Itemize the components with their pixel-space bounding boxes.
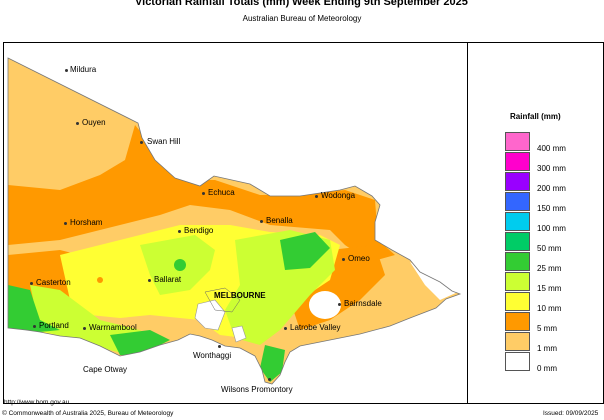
town-bendigo: Bendigo (184, 226, 214, 235)
map-title: Victorian Rainfall Totals (mm) Week Endi… (0, 0, 604, 10)
legend-label: 300 mm (537, 164, 566, 173)
omeo-dot (342, 258, 345, 261)
portland-dot (33, 325, 36, 328)
legend-item: 100 mm (505, 212, 575, 233)
wonthaggi-dot (218, 345, 221, 348)
town-cape-otway: Cape Otway (83, 365, 128, 374)
title-right: Week Ending 9th September 2025 (292, 0, 468, 8)
town-wodonga: Wodonga (321, 191, 356, 200)
legend-swatch (505, 172, 530, 191)
town-warrnambool: Warrnambool (89, 323, 137, 332)
ballarat-dot (148, 279, 151, 282)
town-wilsons-promontory: Wilsons Promontory (221, 385, 293, 394)
town-melbourne: MELBOURNE (214, 291, 266, 300)
legend-label: 200 mm (537, 184, 566, 193)
ouyen-dot (76, 122, 79, 125)
legend-item: 5 mm (505, 312, 575, 333)
legend-item: 15 mm (505, 272, 575, 293)
legend-swatch (505, 212, 530, 231)
town-wonthaggi: Wonthaggi (193, 351, 232, 360)
town-omeo: Omeo (348, 254, 370, 263)
mildura-dot (65, 69, 68, 72)
legend-swatch (505, 192, 530, 211)
town-ballarat: Ballarat (154, 275, 182, 284)
town-horsham: Horsham (70, 218, 103, 227)
legend-label: 100 mm (537, 224, 566, 233)
legend-item: 10 mm (505, 292, 575, 313)
map-subtitle: Australian Bureau of Meteorology (242, 14, 362, 23)
legend-divider (467, 42, 468, 404)
legend-item: 1 mm (505, 332, 575, 353)
legend-swatch (505, 232, 530, 251)
warrnambool-dot (83, 327, 86, 330)
legend-swatch (505, 152, 530, 171)
town-casterton: Casterton (36, 278, 71, 287)
title-left: Victorian Rainfall Totals (mm) (135, 0, 290, 8)
bairnsdale-dot (338, 303, 341, 306)
legend-label: 50 mm (537, 244, 562, 253)
town-benalla: Benalla (266, 216, 293, 225)
legend-item: 400 mm (505, 132, 575, 153)
legend-swatch (505, 352, 530, 371)
legend-label: 150 mm (537, 204, 566, 213)
town-echuca: Echuca (208, 188, 235, 197)
legend-swatch (505, 272, 530, 291)
legend-swatch (505, 292, 530, 311)
town-latrobe-valley: Latrobe Valley (290, 323, 341, 332)
legend-label: 5 mm (537, 324, 557, 333)
latrobe-valley-dot (284, 327, 287, 330)
swan-hill-dot (140, 141, 143, 144)
legend-swatch (505, 132, 530, 151)
town-portland: Portland (39, 321, 69, 330)
legend-item: 200 mm (505, 172, 575, 193)
legend-swatch (505, 312, 530, 331)
legend-item: 150 mm (505, 192, 575, 213)
legend-label: 400 mm (537, 144, 566, 153)
footer-copyright: © Commonwealth of Australia 2025, Bureau… (2, 410, 174, 417)
legend-item: 300 mm (505, 152, 575, 173)
footer-issued: Issued: 09/09/2025 (543, 410, 599, 417)
echuca-dot (202, 192, 205, 195)
benalla-dot (260, 220, 263, 223)
casterton-dot (30, 282, 33, 285)
horsham-dot (64, 222, 67, 225)
footer-url: http://www.bom.gov.au (4, 399, 70, 406)
legend-item: 25 mm (505, 252, 575, 273)
town-mildura: Mildura (70, 65, 97, 74)
legend-title: Rainfall (mm) (510, 112, 561, 121)
town-bairnsdale: Bairnsdale (344, 299, 382, 308)
legend-item: 0 mm (505, 352, 575, 373)
town-swan-hill: Swan Hill (147, 137, 181, 146)
legend-swatch (505, 252, 530, 271)
legend-swatch (505, 332, 530, 351)
legend-label: 1 mm (537, 344, 557, 353)
legend-label: 0 mm (537, 364, 557, 373)
legend-label: 15 mm (537, 284, 562, 293)
legend-label: 10 mm (537, 304, 562, 313)
legend-label: 25 mm (537, 264, 562, 273)
wilsons-promontory-dot (268, 378, 271, 381)
legend-item: 50 mm (505, 232, 575, 253)
town-ouyen: Ouyen (82, 118, 106, 127)
bendigo-dot (178, 230, 181, 233)
wodonga-dot (315, 195, 318, 198)
